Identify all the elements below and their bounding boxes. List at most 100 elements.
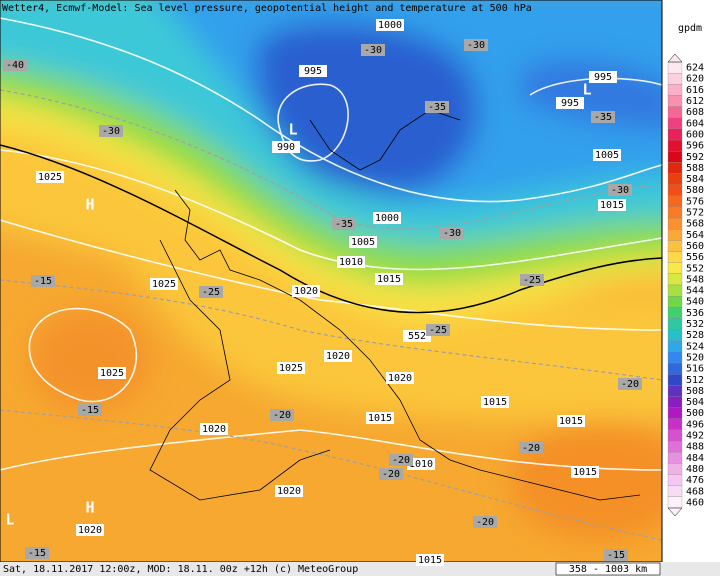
colorbar-label: 544 xyxy=(686,286,704,297)
temperature-label-box xyxy=(520,274,544,286)
temperature-label: -20 xyxy=(476,517,494,528)
colorbar-cell xyxy=(667,452,683,464)
isobar-label-box xyxy=(376,19,404,31)
colorbar-label: 572 xyxy=(686,208,704,219)
isobar-label-box xyxy=(277,362,305,374)
isobar-label: 552 xyxy=(408,331,426,342)
isobar-label: 1005 xyxy=(595,150,619,161)
colorbar-cell xyxy=(667,117,683,130)
colorbar-label: 540 xyxy=(686,297,704,308)
colorbar-label: 616 xyxy=(686,85,704,96)
temperature-label: -25 xyxy=(202,287,220,298)
colorbar-label: 524 xyxy=(686,341,704,352)
isobar-label-box xyxy=(366,412,394,424)
colorbar-cell xyxy=(667,84,683,96)
colorbar-label: 492 xyxy=(686,431,704,442)
isobar-label-box xyxy=(386,372,414,384)
temperature-label-box xyxy=(604,549,628,561)
isobar-label-box xyxy=(272,141,300,153)
isobar-label-box xyxy=(589,71,617,83)
colorbar-cell xyxy=(667,139,683,152)
colorbar-cell xyxy=(667,307,683,319)
colorbar-cell xyxy=(667,206,683,219)
colorbar-label: 460 xyxy=(686,497,704,508)
isobar-label-box xyxy=(593,149,621,161)
isobar-label-box xyxy=(150,278,178,290)
isobar-label-box xyxy=(373,212,401,224)
pressure-center: H xyxy=(85,499,94,517)
pressure-center: L xyxy=(582,81,591,99)
colorbar-cell xyxy=(667,262,683,275)
isobar-label-box xyxy=(556,97,584,109)
isobar-label-box xyxy=(299,65,327,77)
isobar-label-box xyxy=(375,273,403,285)
temperature-label-box xyxy=(519,442,543,454)
scale-box xyxy=(555,562,661,576)
isobar-label-box xyxy=(76,524,104,536)
temperature-label-box xyxy=(270,409,294,421)
colorbar-label: 580 xyxy=(686,185,704,196)
colorbar-label: 496 xyxy=(686,419,704,430)
colorbar-cell xyxy=(667,396,683,408)
isobar-label: 1025 xyxy=(38,172,62,183)
isobar-label: 990 xyxy=(277,142,295,153)
colorbar-cell xyxy=(667,351,683,364)
temperature-label: -30 xyxy=(443,228,461,239)
colorbar-cell xyxy=(667,173,683,185)
colorbar-cell xyxy=(667,128,683,141)
colorbar-cell xyxy=(667,329,683,341)
colorbar-cell xyxy=(667,162,683,174)
isobar-label: 995 xyxy=(594,72,612,83)
temperature-label-box xyxy=(591,111,615,123)
colorbar-label: 560 xyxy=(686,241,704,252)
colorbar-cell xyxy=(667,385,683,397)
colorbar-cell xyxy=(667,295,683,308)
colorbar-cell xyxy=(667,217,683,230)
temperature-label: -30 xyxy=(102,126,120,137)
colorbar-label: 468 xyxy=(686,486,704,497)
isobar-label: 1020 xyxy=(294,286,318,297)
temperature-label-box xyxy=(332,218,356,230)
temperature-label: -35 xyxy=(594,112,612,123)
temperature-label: -30 xyxy=(467,40,485,51)
isobar-label: 1015 xyxy=(418,555,442,566)
isobar-label: 1005 xyxy=(351,237,375,248)
colorbar-cell xyxy=(667,496,683,509)
colorbar-unit: gpdm xyxy=(678,23,702,34)
colorbar-label: 476 xyxy=(686,475,704,486)
colorbar-label: 500 xyxy=(686,408,704,419)
isobar-label-box xyxy=(337,256,365,268)
colorbar-cell xyxy=(667,273,683,286)
temperature-label: -20 xyxy=(392,455,410,466)
isobar-label: 1025 xyxy=(100,368,124,379)
isobar-label: 995 xyxy=(561,98,579,109)
isobar-label: 1010 xyxy=(409,459,433,470)
colorbar-cell xyxy=(667,340,683,353)
isobar-label: 1000 xyxy=(375,213,399,224)
title: Wetter4, Ecmwf-Model: Sea level pressure… xyxy=(2,3,532,14)
isobar-label-box xyxy=(407,458,435,470)
isobar-label: 1015 xyxy=(368,413,392,424)
temperature-label: -40 xyxy=(6,60,24,71)
colorbar-cell xyxy=(667,195,683,208)
colorbar-label: 596 xyxy=(686,141,704,152)
isobar-label: 1020 xyxy=(78,525,102,536)
isobar-label: 1020 xyxy=(326,351,350,362)
temperature-label: -15 xyxy=(81,405,99,416)
colorbar-label: 564 xyxy=(686,230,704,241)
colorbar-label: 552 xyxy=(686,263,704,274)
isobar-label-box xyxy=(571,466,599,478)
colorbar-cell xyxy=(667,485,683,498)
isobar-label-box xyxy=(349,236,377,248)
field xyxy=(0,0,662,562)
colorbar-cell xyxy=(667,151,683,163)
temperature-label-box xyxy=(78,404,102,416)
colorbar-label: 520 xyxy=(686,352,704,363)
temperature-label: -35 xyxy=(335,219,353,230)
colorbar-label: 588 xyxy=(686,163,704,174)
temperature-label-box xyxy=(361,44,385,56)
colorbar-label: 516 xyxy=(686,364,704,375)
temperature-label-box xyxy=(425,101,449,113)
